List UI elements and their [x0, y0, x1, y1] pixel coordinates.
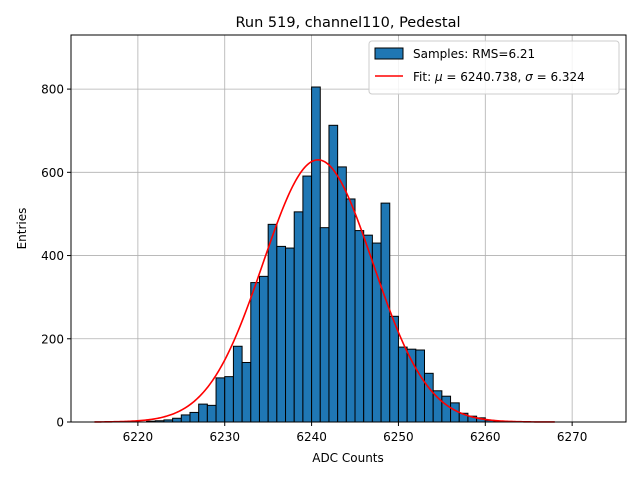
histogram-bar: [389, 315, 399, 423]
x-tick-label: 6230: [209, 430, 240, 444]
x-axis-label: ADC Counts: [312, 451, 384, 465]
x-tick-label: 6270: [557, 430, 588, 444]
histogram-bar: [363, 234, 373, 423]
histogram-bar: [285, 247, 295, 423]
histogram-bar: [371, 242, 382, 423]
x-tick-label: 6240: [296, 430, 327, 444]
x-tick-label: 6260: [470, 430, 501, 444]
histogram-bar: [415, 349, 425, 423]
histogram-bar: [441, 395, 452, 423]
legend-fit-sigma-value: = 6.324: [533, 70, 585, 84]
histogram-bar: [189, 411, 200, 423]
legend-fit-sigma-symbol: σ: [525, 70, 533, 84]
histogram-bar: [293, 211, 304, 423]
legend-fit-prefix: Fit:: [413, 70, 435, 84]
histogram-bar: [258, 275, 269, 423]
y-tick-label: 800: [41, 83, 64, 97]
y-axis-ticks: 0 200 400 600 800: [41, 83, 71, 430]
histogram-bar: [354, 230, 365, 423]
legend-label-fit: Fit: μ = 6240.738, σ = 6.324: [413, 70, 585, 84]
histogram-bar: [397, 346, 408, 423]
y-tick-label: 200: [41, 332, 64, 346]
histogram-bar: [172, 417, 182, 423]
y-tick-label: 400: [41, 249, 64, 263]
y-axis-label: Entries: [15, 208, 29, 250]
histogram-bar: [206, 404, 217, 423]
x-tick-label: 6250: [383, 430, 414, 444]
histogram-bar: [241, 361, 252, 423]
x-axis-ticks: 6220 6230 6240 6250 6260 6270: [123, 422, 588, 444]
histogram-bar: [250, 282, 260, 423]
y-tick-label: 600: [41, 166, 64, 180]
legend: Samples: RMS=6.21 Fit: μ = 6240.738, σ =…: [368, 40, 620, 95]
legend-label-histogram: Samples: RMS=6.21: [413, 47, 535, 61]
histogram-bar: [267, 223, 278, 423]
histogram-bar: [319, 227, 330, 423]
histogram-bar: [380, 202, 391, 423]
histogram-bar: [224, 376, 234, 423]
histogram-bar: [302, 175, 313, 423]
legend-swatch-histogram: [374, 47, 404, 60]
plot-frame: [70, 34, 627, 423]
histogram-bar: [198, 403, 208, 423]
histogram-bar: [232, 345, 243, 423]
y-tick-label: 0: [56, 416, 64, 430]
legend-fit-mu-symbol: μ: [434, 70, 443, 84]
chart-title: Run 519, channel110, Pedestal: [235, 15, 460, 31]
fit-curve: [94, 159, 555, 423]
histogram-bar: [311, 86, 321, 423]
legend-fit-mu-value: = 6240.738,: [443, 70, 526, 84]
histogram-bar: [215, 377, 226, 423]
histogram-bar: [345, 198, 356, 423]
histogram-bar: [276, 245, 287, 423]
x-tick-label: 6220: [123, 430, 154, 444]
legend-box: [368, 40, 620, 95]
histogram-bar: [180, 414, 191, 423]
histogram-bar: [423, 372, 434, 423]
histogram-bar: [337, 166, 347, 423]
